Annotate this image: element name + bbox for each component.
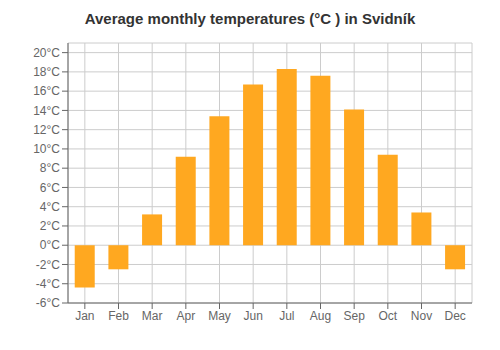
html-text:Average monthly temperatures (: Average monthly temperatures (°C ) in Sv… (84, 10, 416, 27)
svg-text:Oct: Oct (378, 309, 397, 323)
svg-text:-4°C: -4°C (36, 277, 60, 291)
svg-text:Feb: Feb (108, 309, 129, 323)
svg-text:8°C: 8°C (40, 161, 60, 175)
svg-text:Mar: Mar (142, 309, 163, 323)
svg-text:Jul: Jul (279, 309, 294, 323)
svg-text:-2°C: -2°C (36, 258, 60, 272)
svg-text:10°C: 10°C (33, 142, 60, 156)
svg-text:Apr: Apr (176, 309, 195, 323)
svg-text:May: May (208, 309, 231, 323)
svg-text:16°C: 16°C (33, 84, 60, 98)
svg-text:20°C: 20°C (33, 46, 60, 60)
svg-text:6°C: 6°C (40, 181, 60, 195)
svg-text:Jun: Jun (243, 309, 262, 323)
svg-text:18°C: 18°C (33, 65, 60, 79)
svg-text:Dec: Dec (444, 309, 465, 323)
svg-text:12°C: 12°C (33, 123, 60, 137)
svg-text:Jan: Jan (75, 309, 94, 323)
svg-text:14°C: 14°C (33, 104, 60, 118)
svg-text:Nov: Nov (411, 309, 432, 323)
svg-text:Sep: Sep (343, 309, 365, 323)
svg-text:4°C: 4°C (40, 200, 60, 214)
svg-text:0°C: 0°C (40, 238, 60, 252)
svg-text:Aug: Aug (310, 309, 331, 323)
svg-text:-6°C: -6°C (36, 296, 60, 310)
svg-text:2°C: 2°C (40, 219, 60, 233)
